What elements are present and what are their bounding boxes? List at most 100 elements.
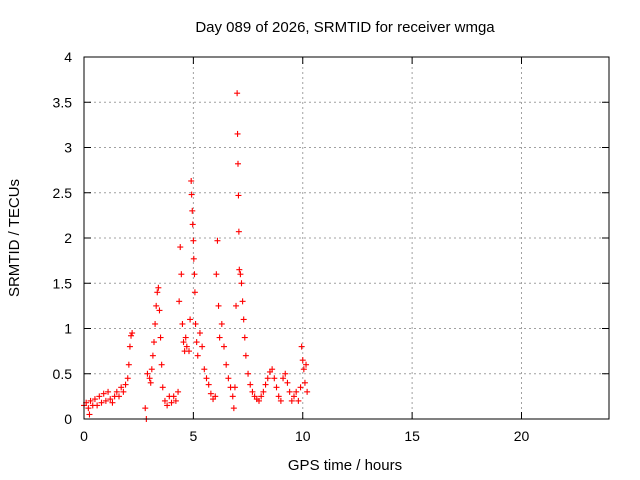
- data-point: [85, 405, 92, 412]
- y-axis-label: SRMTID / TECUs: [6, 179, 23, 297]
- y-tick-label: 0: [64, 411, 72, 427]
- data-point: [256, 397, 262, 404]
- data-point: [126, 343, 133, 350]
- data-point: [153, 302, 160, 309]
- data-point: [233, 302, 240, 309]
- y-tick-label: 1.5: [53, 275, 73, 291]
- y-tick-label: 2: [64, 230, 72, 246]
- data-point: [300, 366, 307, 373]
- data-point: [102, 397, 109, 404]
- data-point: [242, 352, 249, 359]
- data-point: [280, 375, 287, 382]
- data-point: [176, 298, 183, 305]
- data-point: [113, 388, 120, 395]
- data-point: [247, 381, 254, 388]
- data-point: [213, 271, 220, 278]
- data-point: [168, 399, 175, 406]
- data-point: [201, 366, 208, 373]
- data-point: [191, 289, 198, 296]
- data-point: [303, 361, 310, 368]
- data-point: [157, 334, 164, 341]
- data-point: [271, 375, 278, 382]
- data-point: [120, 388, 127, 395]
- data-point: [189, 221, 196, 228]
- data-point: [249, 388, 256, 395]
- data-point: [164, 402, 171, 409]
- data-point: [177, 244, 184, 251]
- x-axis-label: GPS time / hours: [288, 457, 402, 474]
- data-point: [245, 370, 252, 377]
- data-point: [105, 388, 112, 395]
- data-point: [241, 334, 248, 341]
- x-tick-label: 5: [189, 428, 197, 444]
- data-point: [218, 320, 225, 327]
- data-point: [205, 381, 212, 388]
- data-point: [207, 390, 214, 397]
- data-point: [196, 330, 203, 337]
- data-point: [297, 384, 304, 391]
- data-point: [216, 334, 223, 341]
- data-point: [221, 343, 227, 350]
- data-point: [230, 405, 237, 412]
- data-point: [288, 397, 295, 404]
- data-point: [238, 280, 245, 287]
- data-point: [161, 397, 168, 404]
- data-point: [258, 393, 265, 400]
- data-point: [118, 384, 125, 391]
- data-point: [212, 393, 219, 400]
- data-point: [128, 332, 135, 339]
- data-point: [282, 370, 289, 377]
- data-point: [240, 316, 247, 323]
- data-point: [229, 393, 236, 400]
- data-point: [122, 381, 129, 388]
- chart-title: Day 089 of 2026, SRMTID for receiver wmg…: [195, 19, 495, 36]
- data-point: [94, 402, 101, 409]
- data-point: [214, 237, 221, 244]
- data-point: [291, 393, 297, 400]
- data-point: [189, 207, 196, 214]
- y-tick-label: 1: [64, 321, 72, 337]
- data-point: [239, 298, 246, 305]
- data-point: [293, 388, 300, 395]
- y-tick-label: 3.5: [53, 94, 73, 110]
- data-point: [179, 320, 186, 327]
- x-tick-label: 0: [80, 428, 88, 444]
- data-point: [124, 375, 131, 382]
- data-point: [87, 397, 94, 404]
- data-point: [215, 302, 222, 309]
- data-point: [234, 90, 241, 97]
- plot-border: [83, 56, 610, 420]
- data-point: [234, 130, 241, 137]
- data-point: [190, 255, 197, 262]
- x-tick-label: 10: [295, 428, 311, 444]
- data-point: [170, 393, 177, 400]
- data-point: [180, 339, 187, 346]
- data-point: [194, 352, 201, 359]
- data-point: [151, 339, 157, 346]
- data-point: [301, 379, 308, 386]
- data-point: [269, 366, 276, 373]
- data-point: [235, 160, 241, 167]
- y-tick-label: 2.5: [53, 185, 73, 201]
- data-point: [235, 228, 242, 235]
- y-axis-ticks: 0 0.5 1 1.5 2 2.5 3 3.5 4: [53, 49, 609, 427]
- data-point: [235, 192, 242, 199]
- data-point: [275, 393, 282, 400]
- data-point: [147, 379, 154, 386]
- data-point: [286, 388, 293, 395]
- data-point: [146, 375, 153, 382]
- data-point: [192, 320, 199, 327]
- data-point: [156, 307, 163, 314]
- data-point: [188, 191, 195, 198]
- data-point: [284, 379, 291, 386]
- data-point: [188, 177, 195, 184]
- data-point: [237, 271, 244, 278]
- data-point: [260, 388, 267, 395]
- x-tick-label: 20: [514, 428, 530, 444]
- data-point: [203, 375, 210, 382]
- data-point: [98, 399, 105, 406]
- data-point: [100, 390, 107, 397]
- data-point: [175, 388, 182, 395]
- data-point: [190, 237, 197, 244]
